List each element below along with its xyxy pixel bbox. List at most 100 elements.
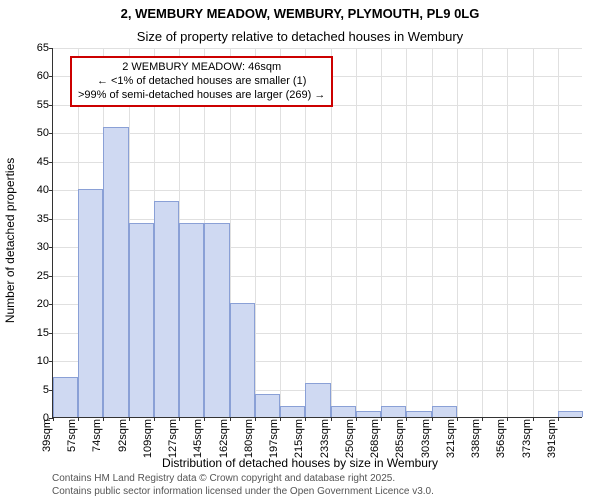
histogram-bar: [179, 223, 204, 417]
y-tick-mark: [49, 48, 53, 49]
x-gridline: [482, 48, 483, 417]
histogram-chart: 2, WEMBURY MEADOW, WEMBURY, PLYMOUTH, PL…: [0, 0, 600, 500]
y-tick-label: 60: [25, 70, 49, 82]
y-tick-mark: [49, 247, 53, 248]
histogram-bar: [356, 411, 381, 417]
histogram-bar: [129, 223, 154, 417]
x-tick-mark: [482, 417, 483, 421]
x-tick-label: 74sqm: [91, 419, 103, 452]
y-gridline: [53, 48, 582, 49]
histogram-bar: [154, 201, 179, 417]
y-tick-label: 25: [25, 270, 49, 282]
x-tick-label: 92sqm: [117, 419, 129, 452]
chart-title-line2: Size of property relative to detached ho…: [0, 23, 600, 46]
x-tick-mark: [381, 417, 382, 421]
x-tick-mark: [53, 417, 54, 421]
annotation-line1: 2 WEMBURY MEADOW: 46sqm: [78, 61, 325, 75]
x-tick-label: 285sqm: [394, 419, 406, 458]
x-tick-label: 373sqm: [521, 419, 533, 458]
y-tick-mark: [49, 361, 53, 362]
x-gridline: [381, 48, 382, 417]
x-tick-label: 197sqm: [268, 419, 280, 458]
x-tick-mark: [103, 417, 104, 421]
x-axis-label: Distribution of detached houses by size …: [0, 456, 600, 470]
annotation-box: 2 WEMBURY MEADOW: 46sqm ← <1% of detache…: [70, 56, 333, 107]
x-tick-label: 321sqm: [445, 419, 457, 458]
x-tick-label: 180sqm: [243, 419, 255, 458]
x-tick-label: 268sqm: [369, 419, 381, 458]
x-gridline: [406, 48, 407, 417]
x-gridline: [558, 48, 559, 417]
x-tick-mark: [204, 417, 205, 421]
x-tick-label: 391sqm: [546, 419, 558, 458]
x-tick-mark: [305, 417, 306, 421]
histogram-bar: [331, 406, 356, 417]
y-tick-mark: [49, 76, 53, 77]
x-tick-mark: [406, 417, 407, 421]
y-tick-label: 30: [25, 241, 49, 253]
x-tick-label: 39sqm: [41, 419, 53, 452]
y-tick-mark: [49, 276, 53, 277]
y-tick-label: 20: [25, 298, 49, 310]
histogram-bar: [78, 189, 103, 417]
x-tick-mark: [179, 417, 180, 421]
footer-line2: Contains public sector information licen…: [52, 486, 434, 499]
y-tick-label: 15: [25, 327, 49, 339]
x-tick-label: 109sqm: [142, 419, 154, 458]
x-tick-label: 215sqm: [293, 419, 305, 458]
chart-title-line1: 2, WEMBURY MEADOW, WEMBURY, PLYMOUTH, PL…: [0, 0, 600, 23]
x-gridline: [507, 48, 508, 417]
x-tick-mark: [78, 417, 79, 421]
x-tick-mark: [255, 417, 256, 421]
x-gridline: [533, 48, 534, 417]
y-tick-label: 5: [25, 384, 49, 396]
x-tick-label: 233sqm: [319, 419, 331, 458]
y-gridline: [53, 190, 582, 191]
y-tick-label: 10: [25, 355, 49, 367]
x-tick-label: 338sqm: [470, 419, 482, 458]
histogram-bar: [280, 406, 305, 417]
histogram-bar: [432, 406, 457, 417]
x-gridline: [356, 48, 357, 417]
y-tick-label: 55: [25, 99, 49, 111]
histogram-bar: [305, 383, 330, 417]
x-tick-mark: [154, 417, 155, 421]
y-gridline: [53, 133, 582, 134]
x-tick-mark: [280, 417, 281, 421]
y-tick-mark: [49, 105, 53, 106]
y-gridline: [53, 162, 582, 163]
x-tick-label: 250sqm: [344, 419, 356, 458]
histogram-bar: [103, 127, 128, 417]
y-tick-mark: [49, 219, 53, 220]
y-tick-label: 50: [25, 127, 49, 139]
histogram-bar: [255, 394, 280, 417]
histogram-bar: [53, 377, 78, 417]
x-gridline: [432, 48, 433, 417]
y-tick-label: 35: [25, 213, 49, 225]
y-tick-mark: [49, 333, 53, 334]
y-tick-label: 40: [25, 184, 49, 196]
x-tick-label: 57sqm: [66, 419, 78, 452]
y-gridline: [53, 219, 582, 220]
y-axis-label: Number of detached properties: [3, 158, 17, 323]
x-tick-label: 356sqm: [495, 419, 507, 458]
x-tick-mark: [507, 417, 508, 421]
x-tick-label: 303sqm: [420, 419, 432, 458]
annotation-line2: ← <1% of detached houses are smaller (1): [78, 75, 325, 89]
footer-attribution: Contains HM Land Registry data © Crown c…: [52, 473, 434, 498]
y-tick-mark: [49, 190, 53, 191]
y-tick-mark: [49, 133, 53, 134]
y-tick-mark: [49, 162, 53, 163]
annotation-line3: >99% of semi-detached houses are larger …: [78, 89, 325, 103]
x-tick-label: 162sqm: [218, 419, 230, 458]
histogram-bar: [558, 411, 583, 417]
footer-line1: Contains HM Land Registry data © Crown c…: [52, 473, 434, 486]
x-tick-label: 127sqm: [167, 419, 179, 458]
x-gridline: [457, 48, 458, 417]
x-tick-label: 145sqm: [192, 419, 204, 458]
y-tick-label: 45: [25, 156, 49, 168]
histogram-bar: [406, 411, 431, 417]
y-tick-mark: [49, 304, 53, 305]
y-tick-label: 65: [25, 42, 49, 54]
histogram-bar: [230, 303, 255, 417]
